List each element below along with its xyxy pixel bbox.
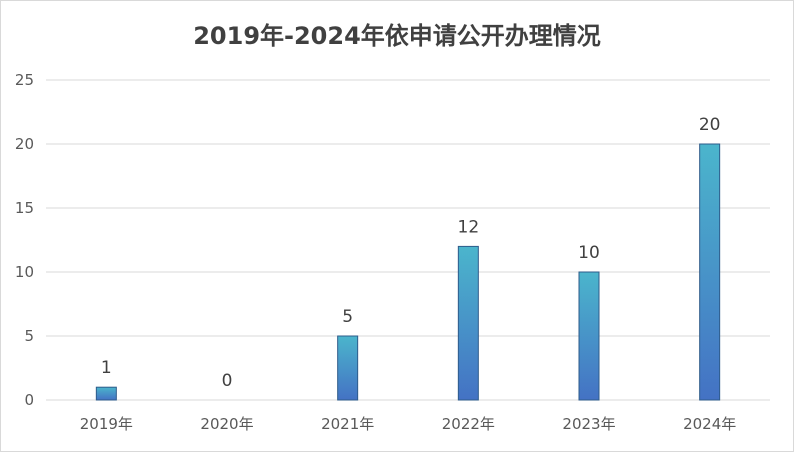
y-tick-label: 20: [15, 135, 34, 153]
data-label: 10: [578, 243, 600, 263]
y-tick-label: 0: [24, 391, 34, 409]
x-tick-label: 2020年: [200, 415, 253, 433]
bar-2024年: [699, 143, 721, 401]
y-tick-label: 25: [15, 71, 34, 89]
x-tick-label: 2021年: [321, 415, 374, 433]
bar-2023年: [578, 271, 600, 401]
bar-2022年: [457, 245, 479, 401]
data-label: 5: [342, 307, 353, 327]
bar-2019年: [95, 386, 117, 401]
x-tick-label: 2024年: [683, 415, 736, 433]
chart-title: 2019年-2024年依申请公开办理情况: [193, 22, 601, 50]
y-tick-label: 15: [15, 199, 34, 217]
x-tick-label: 2019年: [80, 415, 133, 433]
x-tick-label: 2022年: [442, 415, 495, 433]
bar-2021年: [337, 335, 359, 401]
y-tick-label: 5: [24, 327, 34, 345]
data-label: 0: [222, 371, 233, 391]
data-label: 12: [458, 217, 480, 237]
data-label: 20: [699, 115, 721, 135]
data-label: 1: [101, 358, 112, 378]
y-tick-label: 10: [15, 263, 34, 281]
x-tick-label: 2023年: [562, 415, 615, 433]
